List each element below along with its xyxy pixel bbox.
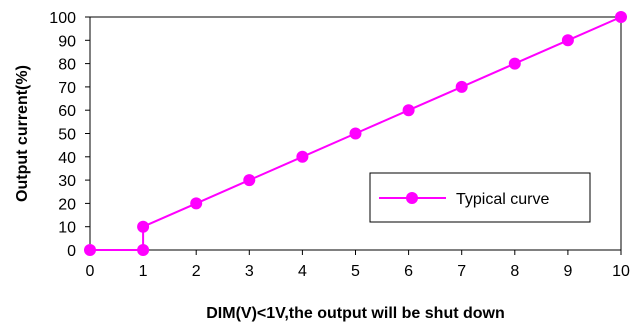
data-point bbox=[561, 34, 574, 47]
series-layer bbox=[84, 11, 627, 256]
y-tick-label: 50 bbox=[58, 127, 76, 144]
x-tick-label: 10 bbox=[612, 263, 630, 280]
data-point bbox=[455, 80, 468, 93]
x-tick-label: 1 bbox=[139, 263, 148, 280]
x-tick-label: 0 bbox=[86, 263, 95, 280]
y-tick-label: 40 bbox=[58, 150, 76, 167]
x-axis-title: DIM(V)<1V,the output will be shut down bbox=[206, 305, 505, 322]
y-tick-label: 20 bbox=[58, 196, 76, 213]
legend-label: Typical curve bbox=[456, 191, 549, 208]
data-point bbox=[137, 244, 150, 256]
y-axis-title: Output current(%) bbox=[14, 65, 31, 202]
data-point bbox=[349, 127, 362, 140]
legend: Typical curve bbox=[369, 172, 591, 223]
y-tick-label: 70 bbox=[58, 80, 76, 97]
x-tick-label: 5 bbox=[351, 263, 360, 280]
y-tick-label: 60 bbox=[58, 103, 76, 120]
x-tick-label: 8 bbox=[510, 263, 519, 280]
x-tick-label: 6 bbox=[404, 263, 413, 280]
data-point bbox=[84, 244, 96, 256]
y-axis-ticks: 0 10 20 30 40 50 60 70 80 90 100 bbox=[49, 10, 90, 260]
data-point bbox=[190, 197, 203, 210]
y-tick-label: 100 bbox=[49, 10, 76, 27]
y-tick-label: 80 bbox=[58, 57, 76, 74]
y-tick-label: 30 bbox=[58, 173, 76, 190]
x-tick-label: 7 bbox=[457, 263, 466, 280]
y-tick-label: 90 bbox=[58, 33, 76, 50]
x-tick-label: 4 bbox=[298, 263, 307, 280]
legend-marker bbox=[406, 192, 418, 204]
data-point bbox=[137, 220, 150, 233]
x-axis-ticks: 0 1 2 3 4 5 6 7 8 9 10 bbox=[86, 250, 630, 280]
y-tick-label: 10 bbox=[58, 220, 76, 237]
data-point bbox=[296, 150, 309, 163]
data-point bbox=[402, 104, 415, 117]
x-tick-label: 3 bbox=[245, 263, 254, 280]
x-tick-label: 2 bbox=[192, 263, 201, 280]
data-point bbox=[615, 11, 627, 23]
plot-area bbox=[89, 16, 622, 251]
data-point bbox=[508, 57, 521, 70]
x-tick-label: 9 bbox=[563, 263, 572, 280]
data-point bbox=[243, 174, 256, 187]
y-tick-label: 0 bbox=[67, 243, 76, 260]
